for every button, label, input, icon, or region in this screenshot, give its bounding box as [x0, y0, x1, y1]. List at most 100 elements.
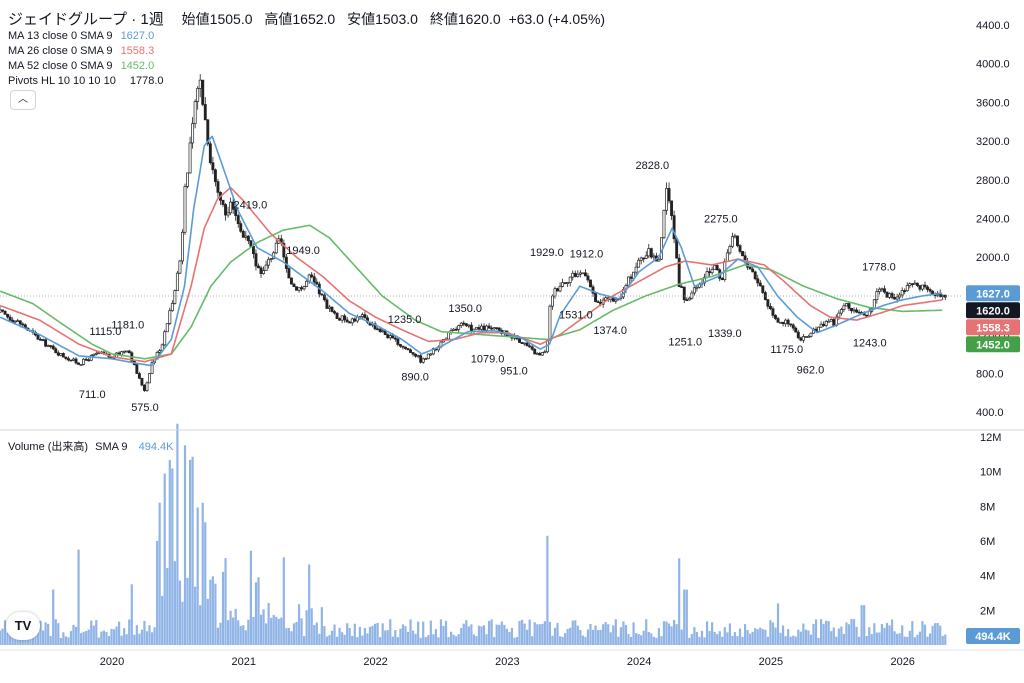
volume-bar [647, 632, 650, 645]
candle-body [459, 322, 463, 327]
candle-body [680, 286, 684, 288]
candle-body [241, 230, 245, 238]
volume-bar [667, 623, 671, 645]
volume-bar [341, 632, 344, 645]
volume-bar [913, 637, 916, 645]
candle-body [173, 290, 177, 304]
candle-body [295, 286, 298, 291]
candle-body [748, 266, 752, 270]
volume-bar [44, 622, 47, 645]
candle-body [781, 321, 785, 325]
candle-body [330, 306, 334, 312]
ma13-line [0, 135, 943, 367]
volume-bar [110, 628, 113, 645]
candle-body [145, 382, 149, 391]
price-tick-label: 3200.0 [976, 136, 1010, 148]
volume-bar [216, 627, 220, 645]
chevron-up-icon[interactable]: ︿ [10, 90, 36, 110]
candle-body [637, 259, 641, 268]
volume-bar [566, 628, 569, 645]
volume-bar [675, 624, 678, 645]
volume-bar [736, 636, 739, 645]
volume-bar [346, 623, 349, 645]
pivot-label: 1175.0 [770, 344, 803, 356]
volume-bar [409, 619, 412, 645]
candle-body [269, 258, 273, 260]
candle-body [829, 319, 833, 322]
volume-bar [173, 561, 176, 645]
volume-bar [452, 634, 455, 645]
volume-bar [161, 595, 164, 645]
candle-body [558, 285, 562, 292]
volume-axis[interactable]: 2M 4M 6M 8M 10M 12M [980, 432, 1001, 617]
pivot-label: 1949.0 [286, 245, 320, 257]
volume-bar [87, 629, 90, 645]
volume-bar [295, 622, 298, 645]
pivot-label: 1243.0 [853, 337, 887, 349]
volume-bar [893, 631, 896, 645]
candle-body [373, 323, 377, 330]
volume-bar [128, 619, 131, 645]
volume-bar [500, 621, 503, 645]
volume-bar [333, 624, 336, 645]
candle-body [926, 286, 929, 290]
volume-bar [855, 626, 858, 645]
volume-bar [209, 579, 212, 645]
price-axis[interactable]: 400.0800.01200.01600.02000.02400.02800.0… [976, 20, 1010, 419]
volume-bar [749, 633, 752, 645]
candle-body [875, 291, 879, 301]
volume-bar [171, 468, 174, 645]
volume-bar [713, 631, 716, 645]
candle-body [662, 209, 666, 239]
candle-body [44, 339, 48, 347]
volume-bar [39, 620, 42, 645]
volume-bar [873, 623, 876, 645]
candle-body [804, 336, 808, 338]
volume-bar [166, 568, 169, 645]
volume-bar [908, 630, 911, 645]
volume-bar [366, 633, 369, 645]
candle-body [452, 328, 456, 331]
symbol-title[interactable]: ジェイドグループ · 1週 [8, 11, 164, 28]
volume-bar [447, 637, 450, 645]
close-value: 1620.0 [457, 11, 501, 27]
volume-bar [211, 576, 214, 645]
volume-bar [417, 621, 420, 645]
volume-bar [685, 589, 688, 645]
volume-bar [353, 623, 356, 645]
volume-bar [495, 624, 498, 645]
volume-bar [875, 632, 878, 645]
volume-bar [429, 620, 432, 645]
pivot-label: 1374.0 [593, 325, 627, 337]
volume-bar [678, 558, 681, 645]
volume-bar [561, 636, 564, 645]
candle-body [753, 271, 757, 280]
volume-legend[interactable]: Volume (出来高) SMA 9 494.4K [8, 438, 173, 454]
volume-bar [92, 625, 95, 645]
indicator-ma13[interactable]: MA 13 close 0 SMA 9 1627.0 [8, 30, 154, 42]
time-axis[interactable]: 2020 2021 2022 2023 2024 2025 2026 [100, 656, 915, 668]
candle-body [163, 331, 167, 346]
volume-tick-label: 10M [980, 467, 1001, 479]
volume-bar [315, 622, 318, 645]
candle-body [259, 267, 263, 274]
volume-bar [655, 637, 658, 645]
time-tick-label: 2024 [627, 656, 651, 668]
candle-body [561, 282, 565, 287]
volume-bar [510, 627, 514, 645]
candle-body [634, 266, 638, 273]
candle-body [533, 348, 537, 355]
volume-bar [422, 621, 425, 645]
indicator-pivots[interactable]: Pivots HL 10 10 10 10 1778.0 [8, 75, 164, 87]
candle-body [0, 309, 2, 313]
volume-bar [553, 627, 557, 645]
candle-body [13, 320, 17, 323]
volume-bar [219, 622, 222, 645]
candle-body [125, 350, 129, 353]
candle-body [419, 355, 423, 363]
tradingview-logo[interactable]: TV [6, 612, 40, 640]
indicator-ma52[interactable]: MA 52 close 0 SMA 9 1452.0 [8, 60, 154, 72]
indicator-ma26[interactable]: MA 26 close 0 SMA 9 1558.3 [8, 45, 154, 57]
